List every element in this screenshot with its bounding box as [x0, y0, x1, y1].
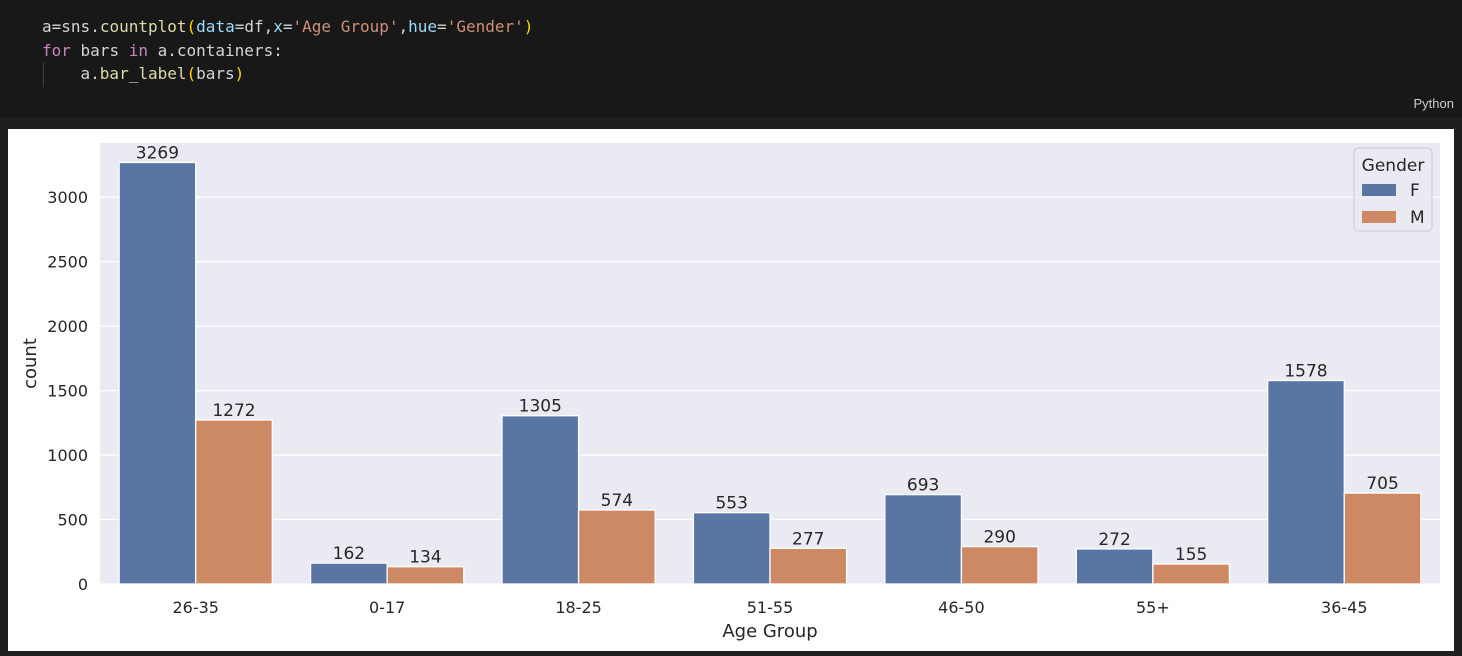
- bar-value-label: 1272: [212, 401, 255, 421]
- bar: [884, 493, 963, 585]
- code-line: a=sns.countplot(data=df,x='Age Group',hu…: [42, 15, 533, 39]
- bar: [960, 545, 1039, 585]
- bar-value-label: 155: [1175, 545, 1207, 565]
- code-token: countplot: [99, 17, 187, 36]
- y-tick-label: 1500: [47, 382, 88, 401]
- x-tick-label: 55+: [1136, 598, 1170, 617]
- code-token: x: [273, 17, 283, 36]
- code-token: hue: [408, 17, 438, 36]
- bar-value-label: 574: [601, 491, 633, 511]
- code-token: (: [186, 17, 197, 36]
- code-token: data: [196, 17, 235, 36]
- code-token: in: [128, 40, 148, 60]
- bar: [1343, 492, 1422, 585]
- code-token: (: [186, 64, 197, 83]
- code-token: ): [234, 64, 245, 83]
- bar: [501, 415, 580, 585]
- code-editor[interactable]: a=sns.countplot(data=df,x='Age Group',hu…: [42, 15, 533, 86]
- legend-swatch: [1362, 184, 1396, 196]
- y-tick-label: 3000: [47, 188, 88, 207]
- x-tick-label: 18-25: [555, 598, 602, 617]
- code-line: a.bar_label(bars): [42, 62, 533, 86]
- bar: [1267, 379, 1345, 585]
- bar: [1075, 548, 1154, 585]
- bar-value-label: 3269: [136, 143, 179, 163]
- bar-value-label: 1305: [519, 397, 562, 417]
- legend-swatch: [1362, 211, 1396, 223]
- bar-value-label: 134: [409, 548, 441, 568]
- cell-output: 0 500 1000 1500 2000 2500 3000 3269 1272 26-35 162…: [8, 129, 1454, 651]
- code-token: ,: [398, 17, 409, 36]
- bar: [309, 562, 388, 585]
- code-token: ): [523, 17, 534, 36]
- code-token: for: [42, 40, 71, 60]
- bar: [692, 512, 771, 585]
- bar: [195, 419, 273, 585]
- code-token: a: [42, 17, 52, 36]
- code-token: a.containers:: [147, 40, 283, 60]
- code-token: =: [51, 17, 62, 36]
- bar-value-label: 693: [907, 476, 939, 496]
- y-tick-label: 2000: [47, 317, 88, 336]
- bar: [1152, 563, 1231, 585]
- bar-value-label: 1578: [1284, 362, 1327, 382]
- bar: [386, 566, 465, 585]
- code-token: =: [437, 17, 447, 36]
- code-line: for bars in a.containers:: [42, 39, 533, 63]
- bar-value-label: 277: [792, 529, 824, 549]
- code-token: bars: [196, 64, 235, 83]
- bar-value-label: 290: [983, 528, 1015, 548]
- code-token: bar_label: [99, 64, 187, 83]
- bar: [769, 547, 848, 585]
- y-axis-label: count: [20, 338, 41, 389]
- count-bar-chart: 0 500 1000 1500 2000 2500 3000 3269 1272 26-35 162…: [20, 143, 1440, 642]
- code-token: 'Age Group': [292, 17, 399, 36]
- code-token: =: [282, 17, 293, 36]
- bar: [577, 509, 656, 585]
- y-tick-label: 2500: [47, 253, 88, 272]
- bar-value-label: 272: [1098, 530, 1130, 550]
- y-tick-label: 500: [57, 511, 88, 530]
- x-tick-label: 0-17: [369, 598, 405, 617]
- code-token: bars: [70, 40, 129, 60]
- code-token: =: [234, 17, 245, 36]
- code-token: sns: [61, 17, 91, 36]
- code-cell[interactable]: a=sns.countplot(data=df,x='Age Group',hu…: [0, 0, 1462, 118]
- plot-area: [100, 143, 1440, 584]
- code-token: ,: [263, 17, 274, 36]
- code-token: a.: [42, 64, 100, 83]
- bar-value-label: 705: [1366, 474, 1398, 494]
- code-token: 'Gender': [446, 17, 524, 36]
- code-token: .: [90, 17, 100, 36]
- cell-language-label[interactable]: Python: [1413, 96, 1454, 111]
- bar-value-label: 162: [333, 544, 365, 564]
- legend-entry-m: M: [1410, 208, 1425, 228]
- bar-value-label: 553: [715, 494, 747, 514]
- y-tick-label: 0: [78, 575, 88, 594]
- x-tick-label: 36-45: [1321, 598, 1368, 617]
- legend-title: Gender: [1362, 156, 1425, 176]
- x-axis-label: Age Group: [722, 621, 817, 642]
- x-tick-label: 26-35: [172, 598, 219, 617]
- bar: [118, 161, 197, 585]
- indent-guide: [43, 62, 44, 87]
- x-tick-label: 51-55: [747, 598, 794, 617]
- y-tick-label: 1000: [47, 446, 88, 465]
- code-token: df: [244, 17, 264, 36]
- x-tick-label: 46-50: [938, 598, 985, 617]
- legend-entry-f: F: [1410, 181, 1420, 201]
